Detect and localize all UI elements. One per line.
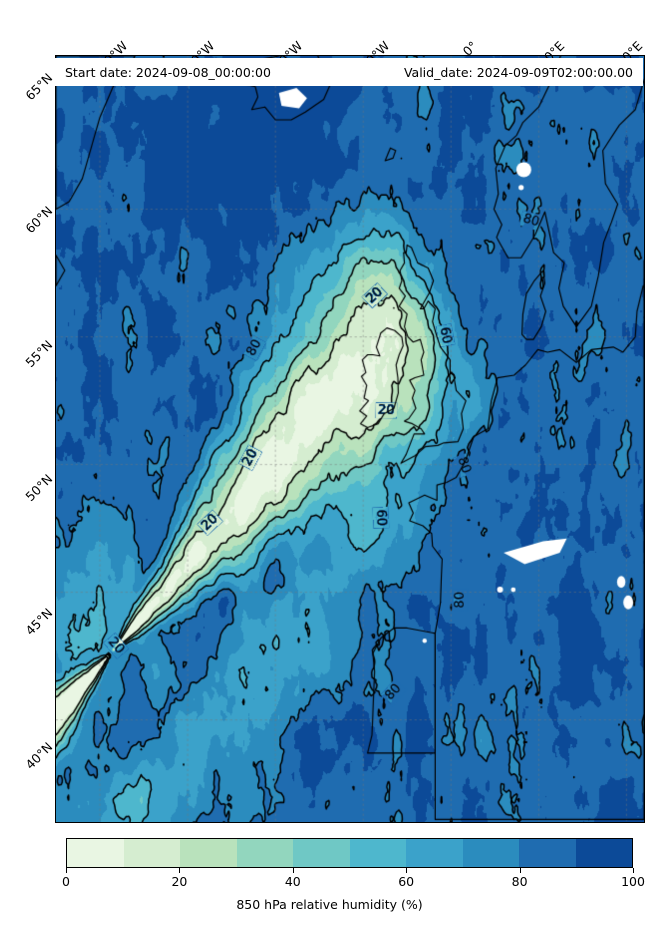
colorbar-swatch-6	[406, 839, 463, 867]
relative-humidity-heatmap	[56, 56, 644, 822]
lat-tick-0: 65°N	[22, 70, 56, 104]
colorbar-swatch-4	[293, 839, 350, 867]
lat-tick-5: 40°N	[22, 739, 56, 773]
colorbar-tick-0	[66, 868, 67, 873]
colorbar-ticklabel-0: 0	[62, 874, 70, 889]
lat-tick-3: 50°N	[22, 471, 56, 505]
colorbar-ticklabel-4: 80	[511, 874, 528, 889]
start-date-label: Start date: 2024-09-08_00:00:00	[65, 64, 271, 80]
colorbar-tick-1	[179, 868, 181, 873]
colorbar-tick-3	[406, 868, 408, 873]
colorbar-ticklabel-2: 40	[284, 874, 301, 889]
colorbar-tick-5	[633, 868, 634, 873]
colorbar-gradient	[66, 838, 633, 868]
colorbar-swatch-3	[236, 839, 293, 867]
colorbar-swatch-0	[67, 839, 124, 867]
colorbar-swatch-5	[349, 839, 406, 867]
lat-tick-4: 45°N	[22, 605, 56, 639]
valid-date-label: Valid_date: 2024-09-09T02:00:00.00	[403, 64, 633, 80]
colorbar-ticklabel-1: 20	[171, 874, 188, 889]
colorbar-title: 850 hPa relative humidity (%)	[236, 897, 423, 912]
lat-tick-1: 60°N	[22, 203, 56, 237]
colorbar-tick-4	[519, 868, 521, 873]
colorbar-swatch-8	[519, 839, 576, 867]
map-axes[interactable]	[55, 55, 645, 823]
colorbar-tick-2	[292, 868, 294, 873]
colorbar-ticklabel-5: 100	[621, 874, 645, 889]
colorbar-swatch-7	[462, 839, 519, 867]
colorbar-ticklabel-3: 60	[398, 874, 415, 889]
colorbar-swatch-9	[575, 839, 632, 867]
map-title-bar: Start date: 2024-09-08_00:00:00 Valid_da…	[55, 58, 643, 86]
colorbar-swatch-2	[180, 839, 237, 867]
colorbar-swatch-1	[123, 839, 180, 867]
colorbar-container[interactable]: 0 20 40 60 80 100	[62, 838, 645, 889]
lat-tick-2: 55°N	[22, 337, 56, 371]
